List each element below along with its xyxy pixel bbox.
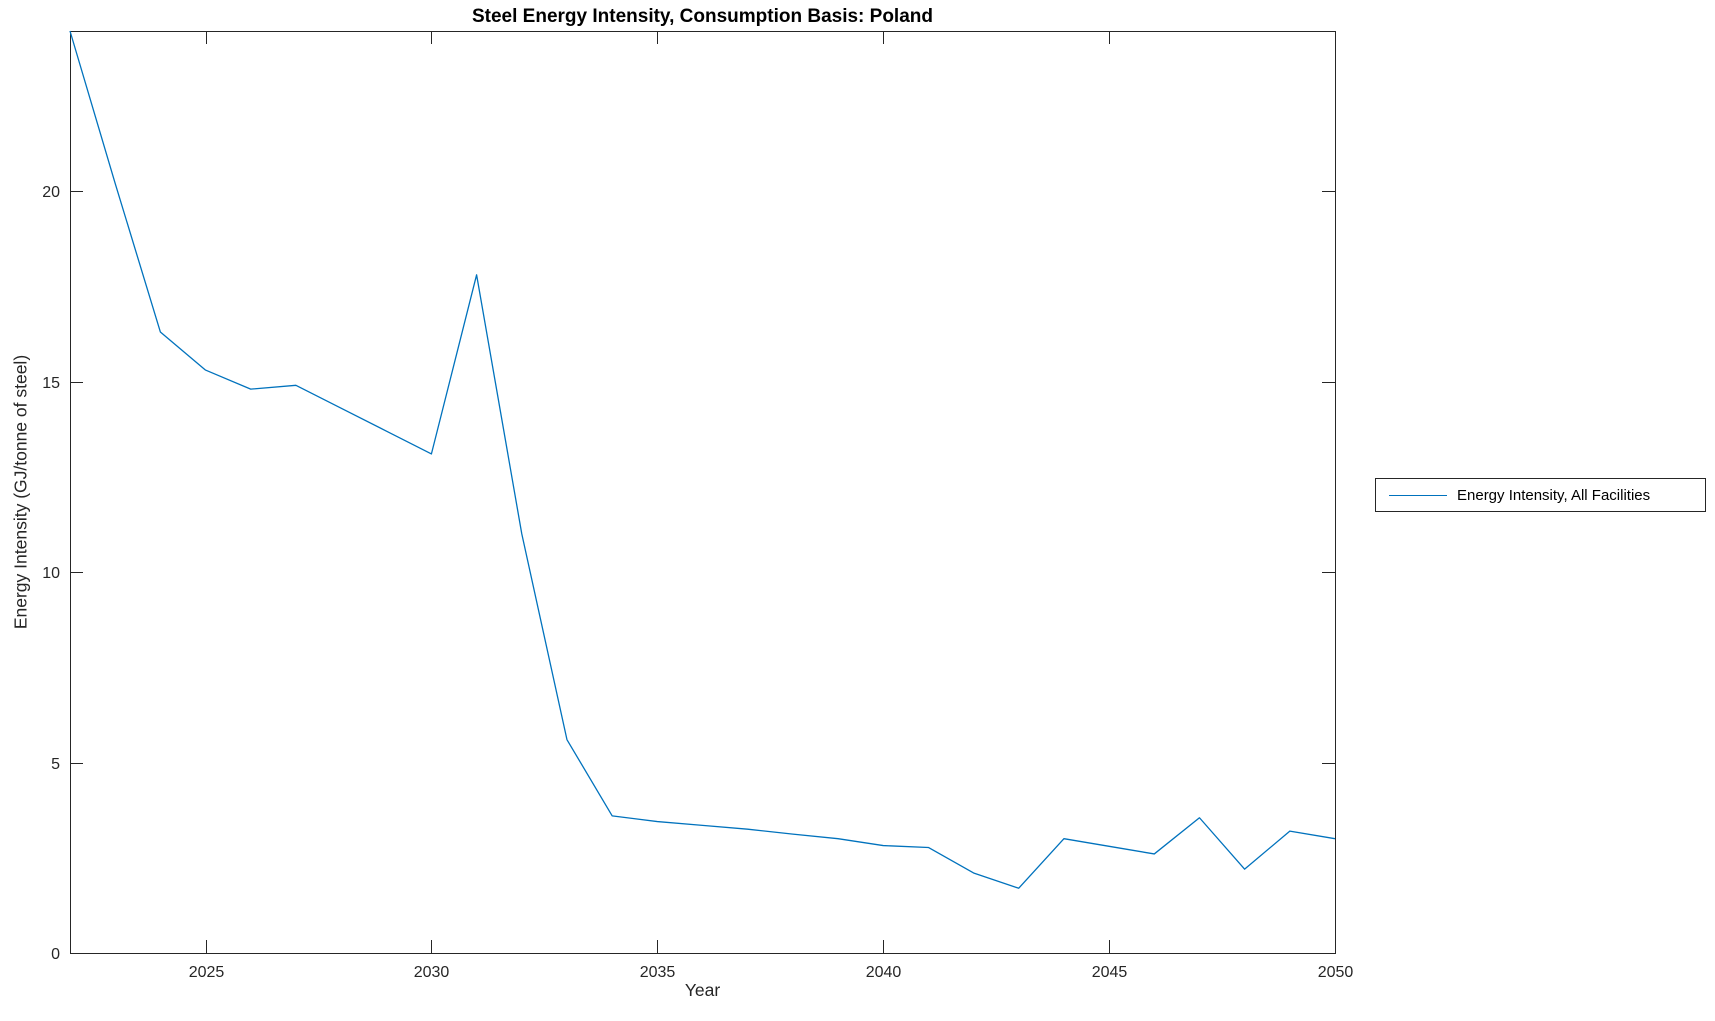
axis-box (70, 31, 1336, 954)
x-tick-label: 2040 (866, 964, 902, 981)
x-tick-label: 2030 (414, 964, 450, 981)
y-tick-label: 0 (51, 946, 60, 963)
y-tick-label: 20 (42, 184, 60, 201)
legend-line-sample (1389, 494, 1447, 496)
y-tick-label: 5 (51, 756, 60, 773)
y-tick-label: 15 (42, 375, 60, 392)
legend: Energy Intensity, All Facilities (1375, 478, 1706, 512)
chart-title: Steel Energy Intensity, Consumption Basi… (471, 6, 933, 27)
x-tick-label: 2045 (1092, 964, 1128, 981)
x-tick-label: 2035 (640, 964, 676, 981)
x-tick-label: 2025 (189, 964, 225, 981)
x-tick-label: 2050 (1318, 964, 1354, 981)
legend-item-label: Energy Intensity, All Facilities (1457, 486, 1651, 504)
energy-intensity-line (69, 30, 1336, 889)
x-axis-label: Year (684, 980, 721, 1000)
y-tick-label: 10 (42, 565, 60, 582)
